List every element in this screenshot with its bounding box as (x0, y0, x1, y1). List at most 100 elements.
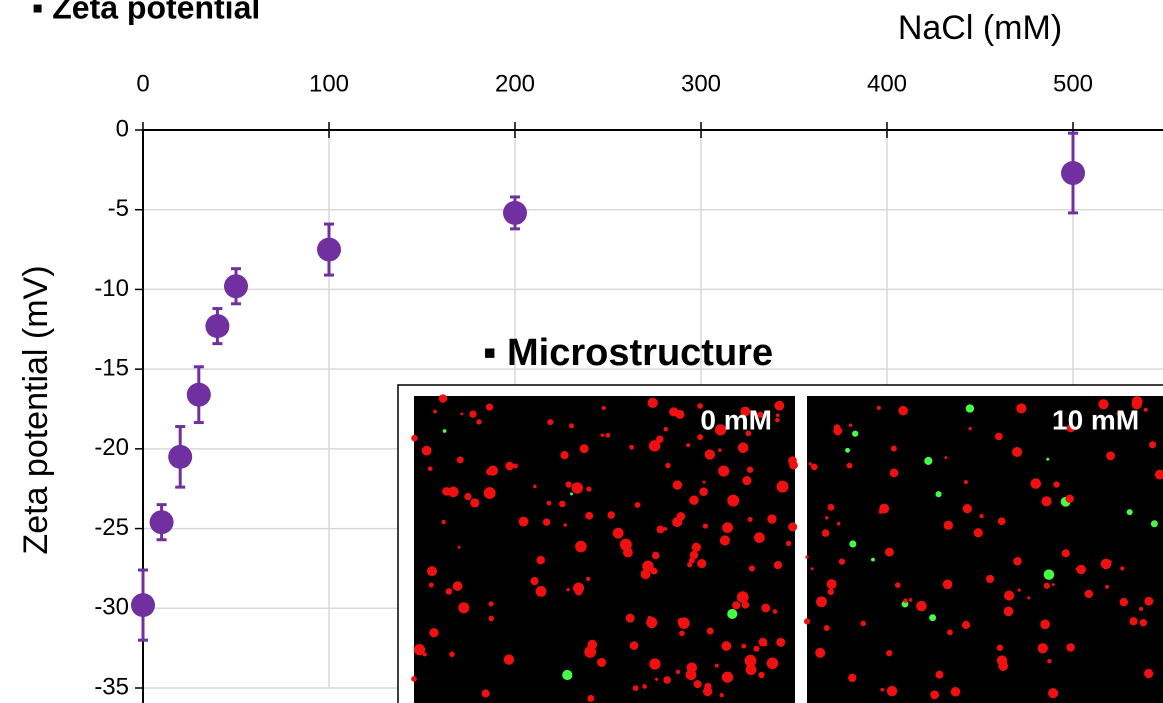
droplet (619, 538, 632, 551)
droplet (640, 569, 651, 580)
droplet (470, 498, 480, 508)
y-tick-label: -10 (94, 275, 129, 302)
droplet (785, 540, 792, 547)
y-tick-label: -30 (94, 594, 129, 621)
droplet (612, 527, 624, 539)
droplet (916, 600, 927, 612)
droplet (663, 527, 668, 531)
droplet (447, 486, 459, 498)
droplet (697, 403, 703, 409)
droplet (849, 540, 857, 548)
droplet (411, 676, 417, 682)
droplet (568, 423, 575, 429)
droplet (1046, 457, 1050, 461)
droplet (650, 567, 658, 575)
droplet (691, 542, 701, 552)
droplet (719, 535, 730, 546)
droplet (1017, 588, 1021, 592)
droplet (758, 637, 768, 647)
droplet (1012, 446, 1023, 458)
droplet (1106, 451, 1115, 461)
droplet (587, 694, 595, 702)
droplet (845, 447, 851, 453)
droplet (788, 456, 797, 466)
droplet (741, 643, 747, 649)
droplet (852, 430, 859, 437)
droplet (457, 545, 461, 549)
droplet (1066, 424, 1075, 433)
droplet (702, 480, 706, 484)
droplet (773, 560, 783, 570)
droplet (579, 444, 589, 454)
droplet (979, 513, 984, 519)
droplet (821, 529, 830, 537)
droplet (745, 430, 752, 437)
droplet (560, 451, 569, 460)
droplet (488, 601, 494, 607)
droplet (718, 465, 730, 477)
droplet (879, 503, 890, 514)
droplet (702, 523, 709, 529)
droplet (1037, 643, 1048, 654)
droplet (997, 517, 1006, 526)
droplet (600, 433, 605, 437)
droplet (1030, 478, 1042, 489)
droplet (935, 491, 942, 498)
droplet (848, 673, 857, 683)
droplet (642, 560, 654, 572)
y-tick-label: -5 (108, 195, 129, 222)
droplet (753, 532, 765, 544)
droplet (464, 492, 472, 501)
droplet (838, 558, 846, 565)
droplet (601, 405, 606, 410)
droplet (767, 514, 777, 524)
droplet (1066, 643, 1075, 652)
droplet (533, 484, 537, 489)
droplet (1076, 564, 1086, 575)
droplet (442, 487, 451, 496)
droplet (676, 512, 686, 521)
droplet (571, 482, 583, 494)
droplet (542, 518, 551, 526)
droplet (575, 540, 587, 553)
droplet (753, 645, 760, 652)
droplet (1100, 558, 1112, 570)
droplet (1154, 469, 1163, 480)
droplet (1105, 584, 1110, 589)
droplet (1043, 582, 1050, 589)
droplet (833, 424, 841, 431)
droplet (485, 403, 494, 411)
droplet (996, 655, 1008, 666)
droplet (1027, 596, 1031, 600)
droplet (706, 627, 714, 635)
droplet (642, 684, 647, 689)
droplet (1040, 619, 1050, 630)
droplet (935, 670, 944, 679)
droplet (686, 443, 691, 448)
droplet (1048, 688, 1059, 699)
droplet (746, 466, 754, 473)
droplet (714, 424, 727, 436)
droplet (569, 492, 574, 496)
droplet (1016, 403, 1027, 414)
droplet (584, 645, 597, 658)
droplet (445, 588, 453, 595)
droplet (1129, 617, 1138, 626)
droplet (573, 582, 585, 594)
droplet (441, 519, 446, 525)
droplet (1119, 597, 1129, 607)
droplet (632, 685, 639, 691)
droplet (876, 405, 881, 411)
droplet (530, 576, 539, 586)
droplet (476, 419, 482, 425)
droplet (884, 547, 894, 557)
x-tick-label: 500 (1053, 70, 1093, 97)
droplet (634, 501, 641, 508)
droplet (727, 494, 740, 507)
droplet (469, 410, 477, 418)
droplet (647, 397, 658, 409)
droplet (718, 448, 722, 453)
micrograph (807, 396, 1163, 703)
droplet (860, 620, 866, 627)
